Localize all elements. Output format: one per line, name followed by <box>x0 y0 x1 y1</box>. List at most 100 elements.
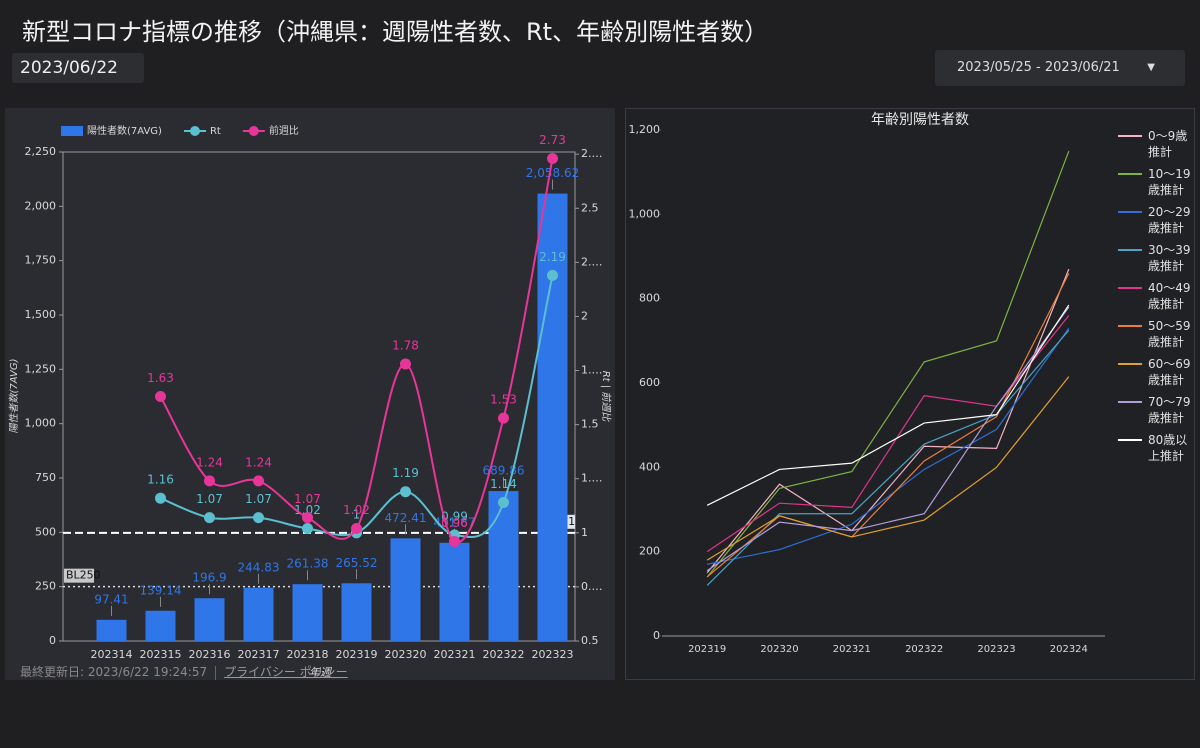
x-tick-label: 202318 <box>287 648 329 661</box>
x-tick-label: 202320 <box>385 648 427 661</box>
bar-value-label: 244.83 <box>238 560 280 574</box>
legend-item: 30〜39歳推計 <box>1118 242 1193 274</box>
x-tick-label: 202317 <box>238 648 280 661</box>
line-point <box>302 522 313 534</box>
legend-item: 40〜49歳推計 <box>1118 280 1193 312</box>
legend-label: 30〜39歳推計 <box>1148 243 1191 273</box>
x-tick-label: 202323 <box>532 648 574 661</box>
line-series <box>160 275 554 538</box>
y-tick-label: 1,500 <box>25 308 57 321</box>
legend-item: 10〜19歳推計 <box>1118 166 1193 198</box>
bar <box>439 542 470 641</box>
y-tick-label: 1,250 <box>25 362 57 375</box>
date-range-text: 2023/05/25 - 2023/06/21 <box>957 60 1120 75</box>
legend-label: 陽性者数(7AVG) <box>87 124 162 137</box>
x-tick-label: 202321 <box>434 648 476 661</box>
y-tick-label: 2,000 <box>25 199 57 212</box>
point-value-label: 1.63 <box>147 371 174 385</box>
legend-item: 50〜59歳推計 <box>1118 318 1193 350</box>
y2-tick-label: 2.… <box>581 255 603 268</box>
y-axis-title: 陽性者数(7AVG) <box>8 358 20 433</box>
bar <box>390 538 421 641</box>
legend-item: 70〜79歳推計 <box>1118 394 1193 426</box>
point-value-label: 1.07 <box>294 492 321 506</box>
y-tick-label: 1,750 <box>25 254 57 267</box>
legend-item: 20〜29歳推計 <box>1118 204 1193 236</box>
x-tick-label: 202315 <box>140 648 182 661</box>
date-range-picker[interactable]: 2023/05/25 - 2023/06/21 ▼ <box>935 50 1185 86</box>
point-value-label: 0.99 <box>441 509 468 523</box>
line-point <box>351 522 362 534</box>
line-point <box>253 512 264 524</box>
y-tick-label: 1,000 <box>25 417 57 430</box>
line-series <box>706 268 1070 574</box>
line-series <box>707 327 1070 565</box>
y-tick-label: 500 <box>35 525 56 538</box>
line-point <box>547 269 558 281</box>
page-title: 新型コロナ指標の推移（沖縄県：週陽性者数、Rt、年齢別陽性者数） <box>22 18 769 46</box>
y-tick-label: 800 <box>639 292 660 305</box>
y2-tick-label: 0.… <box>581 580 603 593</box>
bar <box>243 587 274 641</box>
y2-tick-label: 1.… <box>581 364 603 377</box>
point-value-label: 1.53 <box>490 393 517 407</box>
line-point <box>547 152 558 164</box>
bar-value-label: 472.41 <box>385 511 427 525</box>
point-value-label: 1.19 <box>392 466 419 480</box>
date-field[interactable]: 2023/06/22 <box>12 53 144 83</box>
point-value-label: 1.07 <box>196 492 223 506</box>
bar-value-label: 196.9 <box>192 571 226 585</box>
legend-swatch <box>1118 135 1142 137</box>
legend-swatch <box>1118 439 1142 441</box>
y2-tick-label: 0.5 <box>581 634 599 647</box>
legend-swatch <box>1118 401 1142 403</box>
legend-label: 前週比 <box>269 124 299 137</box>
y2-tick-label: 1.… <box>581 472 603 485</box>
x-tick-label: 202321 <box>833 644 871 655</box>
bar-value-label: 265.52 <box>336 556 378 570</box>
x-tick-label: 202322 <box>905 644 943 655</box>
right-panel <box>625 108 1195 680</box>
legend: 0〜9歳推計 10〜19歳推計 20〜29歳推計 30〜39歳推計 40〜49歳推計 50… <box>1118 128 1193 470</box>
legend-label: 70〜79歳推計 <box>1148 395 1191 425</box>
x-tick-label: 202323 <box>977 644 1015 655</box>
x-tick-label: 202320 <box>760 644 798 655</box>
point-value-label: 1.07 <box>245 492 272 506</box>
line-point <box>449 535 460 547</box>
y-tick-label: 2,250 <box>25 145 57 158</box>
point-value-label: 1.24 <box>245 455 272 469</box>
x-tick-label: 202322 <box>483 648 525 661</box>
legend-swatch <box>1118 325 1142 327</box>
line-point <box>155 492 166 504</box>
bar <box>341 583 372 641</box>
legend-label: 40〜49歳推計 <box>1148 281 1191 311</box>
bar-value-label: 2,058.62 <box>526 166 579 180</box>
line-series <box>706 315 1070 553</box>
point-value-label: 1.02 <box>343 503 370 517</box>
line-point <box>498 412 509 424</box>
dropdown-caret: ▼ <box>1147 62 1155 73</box>
line-series <box>706 329 1070 586</box>
legend-label: Rt <box>210 126 221 137</box>
bar <box>488 491 519 641</box>
legend-label: 50〜59歳推計 <box>1148 319 1191 349</box>
y-tick-label: 0 <box>49 634 56 647</box>
legend-swatch <box>1118 211 1142 213</box>
y2-tick-label: 2.… <box>581 147 603 160</box>
chart-title: 年齢別陽性者数 <box>871 112 969 128</box>
line-series <box>706 306 1070 572</box>
y-tick-label: 0 <box>653 629 660 642</box>
bar-value-label: 139.14 <box>140 583 182 597</box>
y-tick-label: 1,000 <box>629 207 661 220</box>
line-point <box>400 358 411 370</box>
bar <box>292 584 323 641</box>
x-tick-label: 202314 <box>91 648 133 661</box>
y-tick-label: 750 <box>35 471 56 484</box>
x-tick-label: 202324 <box>1050 644 1088 655</box>
point-value-label: 0.96 <box>441 516 468 530</box>
bar <box>96 619 127 641</box>
separator <box>215 665 217 680</box>
privacy-link[interactable]: プライバシー ポリシー <box>224 665 348 679</box>
line-point <box>204 512 215 524</box>
